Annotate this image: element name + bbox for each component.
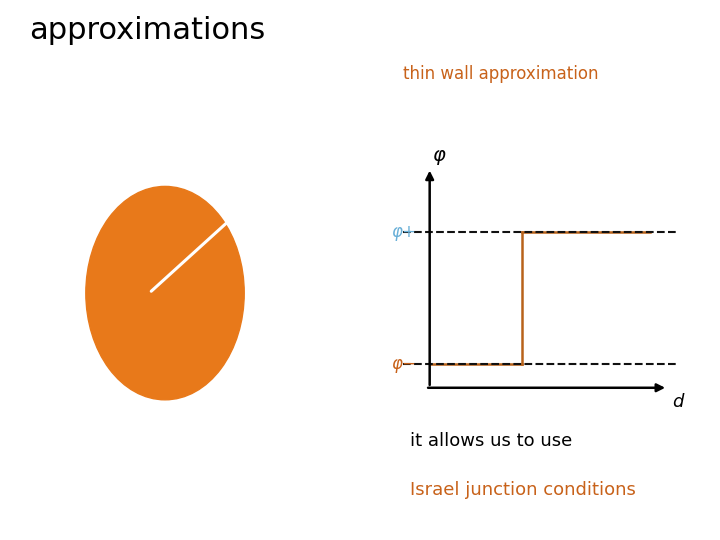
Ellipse shape (86, 186, 244, 400)
Text: φ: φ (432, 146, 445, 165)
Text: d: d (282, 144, 294, 162)
Text: Israel junction conditions: Israel junction conditions (410, 481, 636, 498)
Text: thin wall approximation: thin wall approximation (403, 65, 599, 83)
Text: it allows us to use: it allows us to use (410, 432, 572, 450)
Text: approximations: approximations (29, 16, 265, 45)
Text: φ−: φ− (392, 355, 416, 373)
Text: φ+: φ+ (392, 222, 416, 241)
Text: d: d (672, 393, 684, 410)
